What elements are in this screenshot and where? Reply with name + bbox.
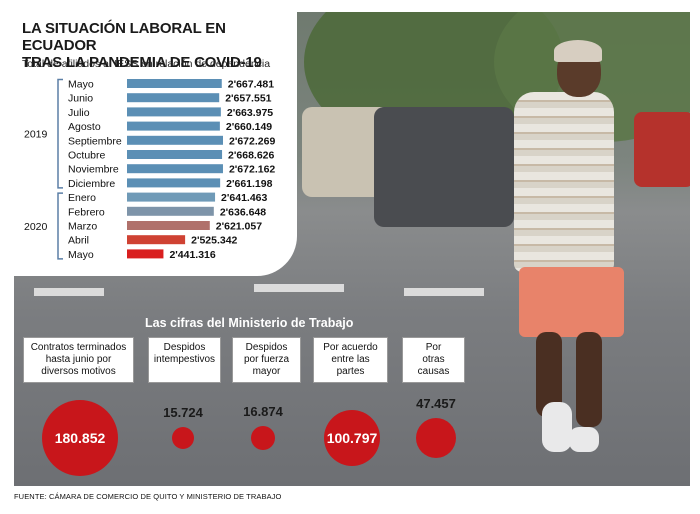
stat-value: 100.797 xyxy=(326,430,378,446)
month-label: Enero xyxy=(68,192,96,204)
stats-title: Las cifras del Ministerio de Trabajo xyxy=(145,316,354,330)
bar-value-label: 2'636.648 xyxy=(220,206,266,218)
bar-2019-septiembre xyxy=(127,135,223,145)
bar-value-label: 2'667.481 xyxy=(228,79,274,91)
stat-label-line: entre las xyxy=(331,354,370,365)
stat-label-line: mayor xyxy=(252,366,281,377)
bar-value-label: 2'672.162 xyxy=(229,164,275,176)
stat-label-line: Por xyxy=(425,342,442,353)
year-label: 2019 xyxy=(24,129,48,141)
person-shoe xyxy=(569,427,599,452)
month-label: Junio xyxy=(68,93,93,105)
stat-label-line: por fuerza xyxy=(243,354,290,365)
month-label: Noviembre xyxy=(68,164,119,176)
month-label: Octubre xyxy=(68,150,106,162)
crosswalk-stripe xyxy=(404,288,484,296)
stat-bubble xyxy=(42,400,118,476)
year-label: 2020 xyxy=(24,221,48,233)
month-label: Marzo xyxy=(68,221,97,233)
background-photo xyxy=(14,12,690,486)
person-cap xyxy=(554,40,602,62)
bar-2019-junio xyxy=(127,93,220,103)
red-car xyxy=(634,112,690,187)
stat-label-box: Despidos por fuerza mayor xyxy=(232,337,301,383)
crosswalk-stripe xyxy=(254,284,344,292)
stat-bubble xyxy=(324,410,380,466)
stat-value: 47.457 xyxy=(416,396,456,411)
month-label: Abril xyxy=(68,235,89,247)
stat-label-line: Despidos xyxy=(163,342,206,353)
bar-value-label: 2'441.316 xyxy=(169,249,215,261)
month-label: Mayo xyxy=(68,79,94,91)
stat-bubble xyxy=(416,418,456,458)
bar-2019-octubre xyxy=(127,150,223,159)
stat-value: 15.724 xyxy=(163,405,203,420)
stat-label-box: Por otras causas xyxy=(402,337,465,383)
stat-label-box: Despidos intempestivos xyxy=(148,337,221,383)
suv-car xyxy=(374,107,514,227)
person-shorts xyxy=(519,267,624,337)
bar-2019-mayo xyxy=(127,79,222,88)
stat-value: 16.874 xyxy=(243,404,283,419)
bar-value-label: 2'660.149 xyxy=(226,121,272,133)
bar-2019-noviembre xyxy=(127,164,223,174)
year-bracket xyxy=(57,78,63,189)
month-label: Julio xyxy=(68,107,90,119)
stat-value: 180.852 xyxy=(54,430,106,446)
bar-value-label: 2'525.342 xyxy=(191,235,237,247)
stat-label-line: intempestivos xyxy=(153,354,216,365)
title-line-1: LA SITUACIÓN LABORAL EN ECUADOR xyxy=(22,20,226,54)
stat-bubble xyxy=(251,426,275,450)
person-body xyxy=(514,92,614,272)
bar-2019-agosto xyxy=(127,121,220,131)
stat-label-line: causas xyxy=(417,366,450,377)
stat-label-line: Despidos xyxy=(245,342,288,353)
bar-2019-julio xyxy=(127,107,221,117)
source-footer: FUENTE: CÁMARA DE COMERCIO DE QUITO Y MI… xyxy=(14,492,282,501)
title-line-2: TRAS LA PANDEMIA DE COVID-19 xyxy=(22,54,262,71)
stat-label-box: Por acuerdo entre las partes xyxy=(313,337,388,383)
stat-label-line: hasta junio por xyxy=(45,354,112,365)
bar-2020-mayo xyxy=(127,249,164,259)
bar-value-label: 2'668.626 xyxy=(228,150,274,162)
bar-value-label: 2'672.269 xyxy=(229,135,275,147)
month-label: Septiembre xyxy=(68,135,122,147)
chart-title: LA SITUACIÓN LABORAL EN ECUADOR TRAS LA … xyxy=(22,20,292,71)
person-leg-right xyxy=(576,332,602,427)
bar-value-label: 2'641.463 xyxy=(221,192,267,204)
stat-label-line: partes xyxy=(336,366,365,377)
stat-label-line: Contratos terminados xyxy=(30,342,127,353)
bar-2020-abril xyxy=(127,235,186,245)
bar-value-label: 2'661.198 xyxy=(226,178,272,190)
month-label: Febrero xyxy=(68,206,105,218)
chart-subtitle: Total de afiliados al IESS en relación d… xyxy=(22,58,271,70)
bar-2020-marzo xyxy=(127,221,210,230)
bar-value-label: 2'621.057 xyxy=(216,221,262,233)
stat-label-line: otras xyxy=(422,354,445,365)
bar-2020-febrero xyxy=(127,206,214,216)
bar-value-label: 2'657.551 xyxy=(225,93,271,105)
stat-label-box: Contratos terminados hasta junio por diver… xyxy=(23,337,134,383)
person-shoe xyxy=(542,402,572,452)
month-label: Diciembre xyxy=(68,178,115,190)
bar-2019-diciembre xyxy=(127,178,221,188)
bar-value-label: 2'663.975 xyxy=(227,107,273,119)
year-bracket xyxy=(57,192,63,260)
bar-2020-enero xyxy=(127,192,216,202)
stat-bubble xyxy=(172,427,194,449)
month-label: Mayo xyxy=(68,249,94,261)
crosswalk-stripe xyxy=(34,288,104,296)
month-label: Agosto xyxy=(68,121,101,133)
stat-label-line: Por acuerdo xyxy=(323,342,378,353)
stat-label-line: diversos motivos xyxy=(41,366,116,377)
